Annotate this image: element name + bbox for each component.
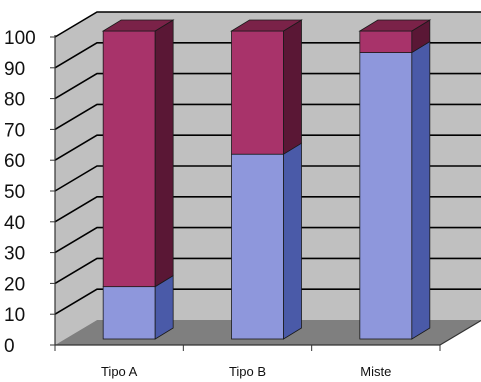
x-tick-label-2: Miste <box>360 364 391 379</box>
bar-0-series-0-front <box>102 286 156 340</box>
y-tick-label-90: 90 <box>4 59 25 80</box>
y-tick-label-100: 100 <box>4 28 36 49</box>
y-tick-label-80: 80 <box>4 90 25 111</box>
gridline-30 <box>54 226 481 254</box>
bar-1-series-0-side <box>283 142 302 340</box>
gridline-20 <box>54 257 481 285</box>
y-tick-label-60: 60 <box>4 151 25 172</box>
gridline-70 <box>54 103 481 131</box>
bar-1-series-0-front <box>231 153 284 340</box>
gridline-100 <box>54 11 481 38</box>
y-tick-label-0: 0 <box>4 336 15 357</box>
gridline-10 <box>54 288 481 315</box>
bar-group-1 <box>230 19 303 340</box>
bar-0-top <box>101 19 175 32</box>
bar-2-series-0-front <box>359 52 413 340</box>
axes <box>50 35 481 351</box>
y-tick-label-40: 40 <box>4 213 25 234</box>
x-axis-tick-labels: Tipo A Tipo B Miste <box>101 364 391 379</box>
bar-2-series-0-side <box>411 40 431 340</box>
bar-1-top <box>230 19 303 32</box>
y-tick-label-30: 30 <box>4 244 25 265</box>
y-tick-label-20: 20 <box>4 274 25 295</box>
x-tick-label-1: Tipo B <box>229 364 266 379</box>
x-tick-label-0: Tipo A <box>101 364 138 379</box>
gridline-40 <box>54 196 481 223</box>
bars <box>101 19 432 340</box>
bar-1-series-1-front <box>231 30 284 155</box>
y-tick-label-10: 10 <box>4 305 25 326</box>
gridlines <box>54 11 481 315</box>
gridline-90 <box>54 41 481 69</box>
bar-group-0 <box>101 19 175 340</box>
bar-0-series-1-front <box>102 30 156 288</box>
bar-1-series-1-side <box>283 19 302 155</box>
gridline-80 <box>54 72 481 100</box>
bar-2-series-1-front <box>359 30 413 53</box>
bar-0-series-1-side <box>154 19 174 288</box>
bar-2-top <box>358 19 432 32</box>
floor-right-edge <box>439 319 481 346</box>
gridline-50 <box>54 165 481 192</box>
y-tick-label-50: 50 <box>4 182 25 203</box>
y-axis-tick-labels: 0 10 20 30 40 50 60 70 80 90 100 <box>4 28 36 357</box>
gridline-60 <box>54 134 481 161</box>
bar-group-2 <box>358 19 432 340</box>
y-tick-label-70: 70 <box>4 120 25 141</box>
